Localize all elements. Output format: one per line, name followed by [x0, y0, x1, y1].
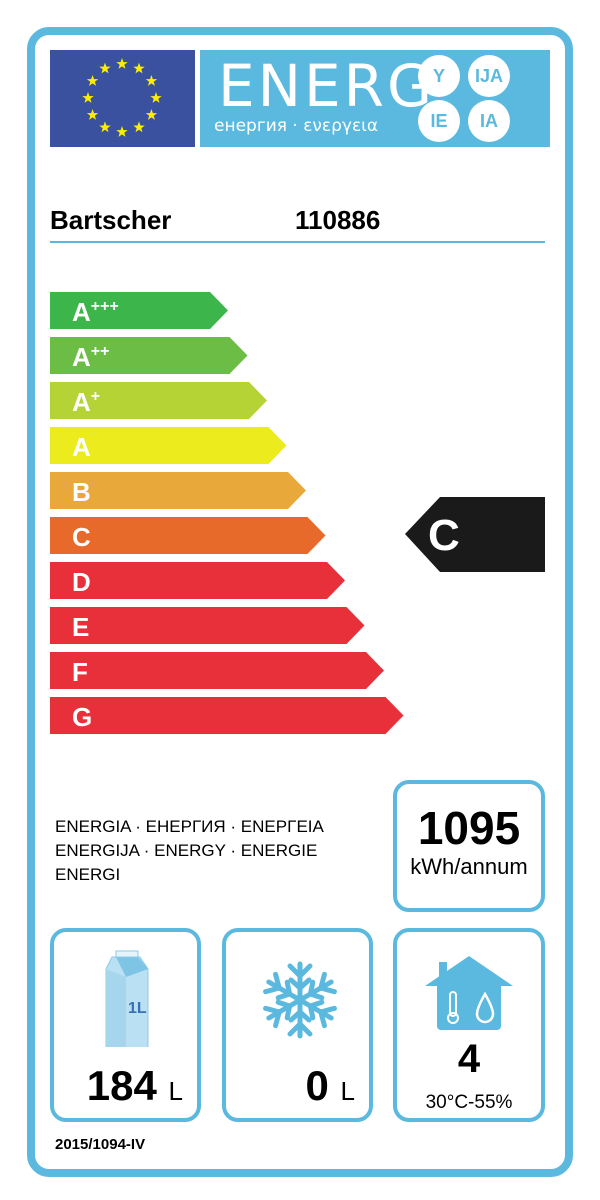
- energy-words-line: ENERGIJA · ENERGY · ENERGIE: [55, 841, 318, 860]
- star-icon: [86, 109, 99, 120]
- consumption-unit: kWh/annum: [410, 854, 528, 879]
- snowflake-arm: [263, 971, 303, 1003]
- regulation-code: 2015/1094-IV: [55, 1136, 146, 1153]
- class-bar-F: [50, 652, 384, 689]
- star-icon: [116, 126, 128, 137]
- star-icon: [133, 121, 145, 133]
- suffix-ia: IA: [468, 100, 510, 142]
- class-bar-A+: [50, 382, 267, 419]
- class-label: D: [72, 567, 91, 597]
- label-frame: [27, 27, 573, 1177]
- fresh-volume-value: 184: [86, 1062, 157, 1109]
- energy-subtitle: енергия · ενεργεια: [214, 116, 379, 136]
- rating-label: C: [428, 511, 460, 560]
- climate-class: 4: [457, 1037, 481, 1081]
- star-icon: [99, 121, 111, 133]
- fresh-volume-box: 1L 184 L: [50, 928, 201, 1122]
- suffix-ie: IE: [418, 100, 460, 142]
- star-icon: [82, 92, 94, 103]
- snowflake-arm: [263, 997, 303, 1029]
- class-label: G: [72, 702, 92, 732]
- snowflake-icon: [263, 961, 337, 1039]
- frozen-volume-unit: L: [340, 1076, 355, 1106]
- energy-words-line: ENERGI: [55, 865, 121, 884]
- eu-stars-icon: [82, 58, 162, 137]
- climate-box: 4 30°C-55%: [393, 928, 545, 1122]
- snowflake-arm: [287, 961, 313, 1003]
- energy-words: ENERGIA · ЕНЕРГИЯ · ΕΝΕΡΓΕΙΑ ENERGIJA · …: [55, 815, 324, 887]
- energy-title: ENERG: [218, 52, 435, 120]
- supplier-name: Bartscher: [50, 205, 172, 235]
- frozen-volume: 0 L: [306, 1062, 356, 1110]
- fresh-volume-unit: L: [168, 1076, 183, 1106]
- fresh-volume: 184 L: [87, 1062, 183, 1110]
- house-climate-icon: [425, 956, 513, 1030]
- snowflake-arm: [297, 997, 337, 1029]
- class-label: A: [72, 432, 91, 462]
- suffix-y: Y: [418, 55, 460, 97]
- energy-header: ENERG енергия · ενεργεια Y IJA IE IA: [200, 50, 550, 147]
- class-bar-C: [50, 517, 326, 554]
- class-bar-D: [50, 562, 345, 599]
- star-icon: [145, 75, 158, 86]
- class-label: F: [72, 657, 88, 687]
- class-bar-A+++: [50, 292, 228, 329]
- climate-range: 30°C-55%: [425, 1092, 513, 1113]
- class-bar-A++: [50, 337, 248, 374]
- suffix-ija: IJA: [468, 55, 510, 97]
- star-icon: [145, 109, 158, 120]
- eu-flag: [50, 50, 195, 147]
- consumption-value: 1095: [417, 802, 521, 854]
- class-label: C: [72, 522, 91, 552]
- star-icon: [99, 62, 111, 74]
- milk-carton-icon: 1L: [105, 950, 149, 1047]
- star-icon: [86, 75, 99, 86]
- snowflake-arm: [287, 997, 313, 1039]
- divider: [50, 241, 545, 243]
- class-bar-B: [50, 472, 306, 509]
- star-icon: [133, 62, 145, 74]
- class-label: E: [72, 612, 89, 642]
- carton-text: 1L: [128, 1000, 147, 1017]
- consumption-box: 1095 kWh/annum: [393, 780, 545, 912]
- energy-words-line: ENERGIA · ЕНЕРГИЯ · ΕΝΕΡΓΕΙΑ: [55, 817, 324, 836]
- frozen-volume-box: 0 L: [222, 928, 373, 1122]
- class-bar-E: [50, 607, 365, 644]
- snowflake-arm: [297, 971, 337, 1003]
- class-bar-G: [50, 697, 404, 734]
- star-icon: [116, 58, 128, 69]
- star-icon: [150, 92, 162, 103]
- class-bar-A: [50, 427, 287, 464]
- frozen-volume-value: 0: [305, 1062, 329, 1109]
- rating-arrow: [405, 497, 545, 572]
- class-label: B: [72, 477, 91, 507]
- model-id: 110886: [295, 205, 381, 235]
